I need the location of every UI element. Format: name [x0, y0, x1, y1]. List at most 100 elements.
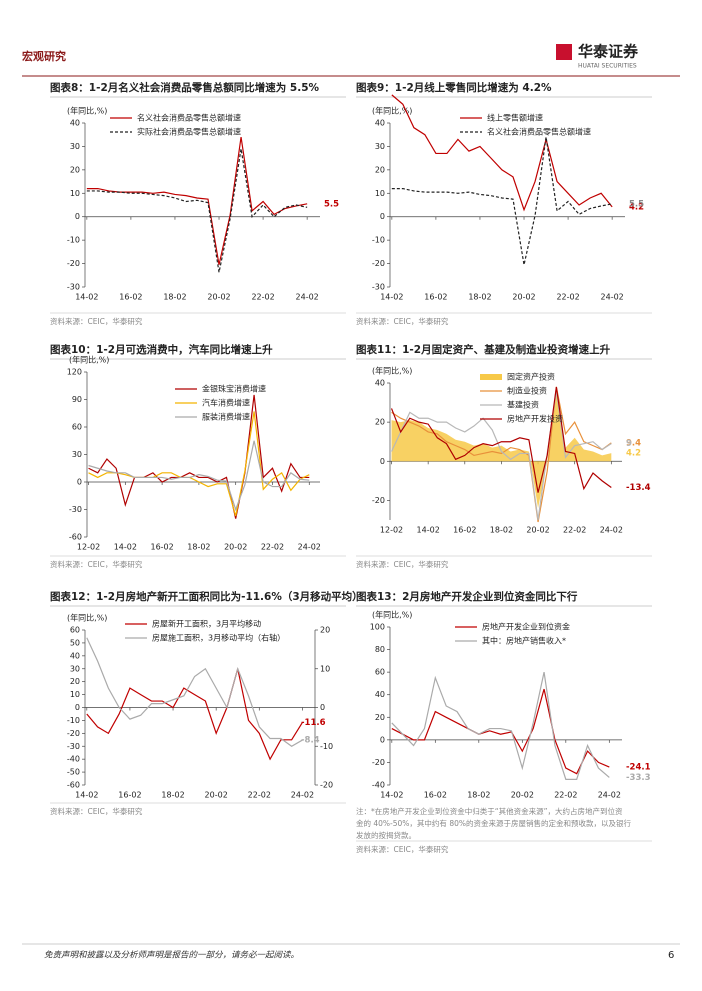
x-tick-label: 20-02 — [526, 526, 549, 535]
series-line — [86, 148, 308, 273]
x-tick-label: 22-02 — [554, 791, 577, 800]
disclaimer: 免责声明和披露以及分析师声明是报告的一部分，请务必一起阅读。 — [44, 950, 299, 961]
x-tick-label: 24-02 — [598, 791, 621, 800]
series-line — [86, 637, 303, 747]
y-tick-label: 20 — [375, 165, 385, 174]
x-tick-label: 20-02 — [205, 791, 228, 800]
y-tick-label: 0 — [75, 703, 80, 712]
series-line — [390, 390, 612, 521]
y2-tick-label: -20 — [320, 781, 333, 790]
source: 资料来源：CEIC，华泰研究 — [50, 806, 143, 816]
x-tick-label: 14-02 — [114, 543, 137, 552]
logo-cn: 华泰证券 — [578, 43, 639, 61]
y-tick-label: 80 — [375, 645, 385, 654]
x-tick-label: 22-02 — [248, 791, 271, 800]
y-tick-label: 40 — [375, 690, 385, 699]
y-tick-label: 30 — [375, 142, 385, 151]
end-label: 9 — [626, 439, 632, 449]
y-tick-label: -10 — [67, 716, 80, 725]
y-tick-label: 20 — [375, 713, 385, 722]
end-label: 5.5 — [629, 199, 644, 209]
legend-swatch — [480, 374, 502, 380]
chart-title: 图表12：1-2月房地产新开工面积同比为-11.6%（3月移动平均） — [50, 590, 363, 603]
y-tick-label: -30 — [69, 505, 82, 514]
end-label: -8.4 — [301, 736, 320, 746]
y-tick-label: -20 — [67, 729, 80, 738]
y-axis-label: (年同比,%) — [372, 106, 412, 116]
x-tick-label: 24-02 — [291, 791, 314, 800]
y-tick-label: -50 — [67, 768, 80, 777]
source: 资料来源：CEIC，华泰研究 — [356, 559, 449, 569]
x-tick-label: 14-02 — [417, 526, 440, 535]
y-tick-label: 30 — [70, 664, 80, 673]
chart-title: 图表11：1-2月固定资产、基建及制造业投资增速上升 — [356, 343, 611, 356]
y-tick-label: 40 — [70, 651, 80, 660]
y-tick-label: 0 — [380, 457, 385, 466]
y-tick-label: 60 — [70, 626, 80, 635]
x-tick-label: 22-02 — [563, 526, 586, 535]
x-tick-label: 20-02 — [512, 293, 535, 302]
y-tick-label: 0 — [77, 478, 82, 487]
end-label: -13.4 — [626, 483, 651, 493]
x-tick-label: 18-02 — [468, 293, 491, 302]
y-tick-label: -60 — [67, 781, 80, 790]
legend-label: 金银珠宝消费增速 — [202, 384, 266, 394]
end-label: 5.5 — [324, 199, 339, 209]
x-tick-label: 12-02 — [380, 526, 403, 535]
y-axis-label: (年同比,%) — [67, 613, 107, 623]
series-line — [391, 136, 613, 265]
x-tick-label: 24-02 — [601, 293, 624, 302]
y2-tick-label: 0 — [320, 703, 325, 712]
note-line: 注：*在房地产开发企业到位资金中归类于“其他资金来源”，大约占房地产到位资 — [356, 806, 623, 816]
x-tick-label: 18-02 — [161, 791, 184, 800]
x-tick-label: 18-02 — [467, 791, 490, 800]
note-line: 发放的按揭贷款。 — [356, 830, 416, 840]
legend-label: 房地产开发企业到位资金 — [482, 622, 570, 632]
y-tick-label: -20 — [372, 259, 385, 268]
y-tick-label: 60 — [72, 423, 82, 432]
y-tick-label: 30 — [70, 142, 80, 151]
end-label: 4.2 — [626, 449, 641, 459]
source: 资料来源：CEIC，华泰研究 — [50, 316, 143, 326]
x-tick-label: 12-02 — [77, 543, 100, 552]
legend-label: 汽车消费增速 — [202, 398, 250, 408]
source: 资料来源：CEIC，华泰研究 — [50, 559, 143, 569]
legend-label: 房屋施工面积，3月移动平均（右轴） — [152, 633, 285, 643]
legend-label: 名义社会消费品零售总额增速 — [137, 113, 241, 123]
legend-label: 线上零售额增速 — [487, 113, 543, 123]
x-tick-label: 22-02 — [251, 293, 274, 302]
y-tick-label: 50 — [70, 638, 80, 647]
x-tick-label: 16-02 — [119, 293, 142, 302]
series-line — [88, 411, 310, 517]
y-tick-label: -30 — [67, 283, 80, 292]
legend-label: 服装消费增速 — [202, 412, 250, 422]
y-tick-label: 90 — [72, 395, 82, 404]
source: 资料来源：CEIC，华泰研究 — [356, 316, 449, 326]
y-tick-label: 20 — [70, 677, 80, 686]
series-line — [86, 668, 303, 761]
y-tick-label: 10 — [375, 189, 385, 198]
y-axis-label: (年同比,%) — [67, 106, 107, 116]
page-number: 6 — [668, 950, 674, 961]
y-tick-label: -20 — [372, 758, 385, 767]
y-tick-label: 20 — [70, 165, 80, 174]
series-line — [88, 394, 310, 519]
x-tick-label: 14-02 — [75, 293, 98, 302]
legend-label: 基建投资 — [507, 400, 539, 410]
y-tick-label: -30 — [372, 283, 385, 292]
y-tick-label: -20 — [372, 496, 385, 505]
x-tick-label: 20-02 — [207, 293, 230, 302]
y-tick-label: 0 — [380, 212, 385, 221]
y-tick-label: 40 — [375, 119, 385, 128]
y2-tick-label: 10 — [320, 664, 330, 673]
y-tick-label: -40 — [372, 781, 385, 790]
y-tick-label: 60 — [375, 668, 385, 677]
x-tick-label: 24-02 — [298, 543, 321, 552]
y-tick-label: 0 — [380, 735, 385, 744]
y-tick-label: 20 — [375, 418, 385, 427]
legend-label: 制造业投资 — [507, 386, 547, 396]
y-tick-label: 40 — [375, 379, 385, 388]
y-tick-label: -60 — [69, 533, 82, 542]
y-tick-label: 100 — [370, 623, 385, 632]
